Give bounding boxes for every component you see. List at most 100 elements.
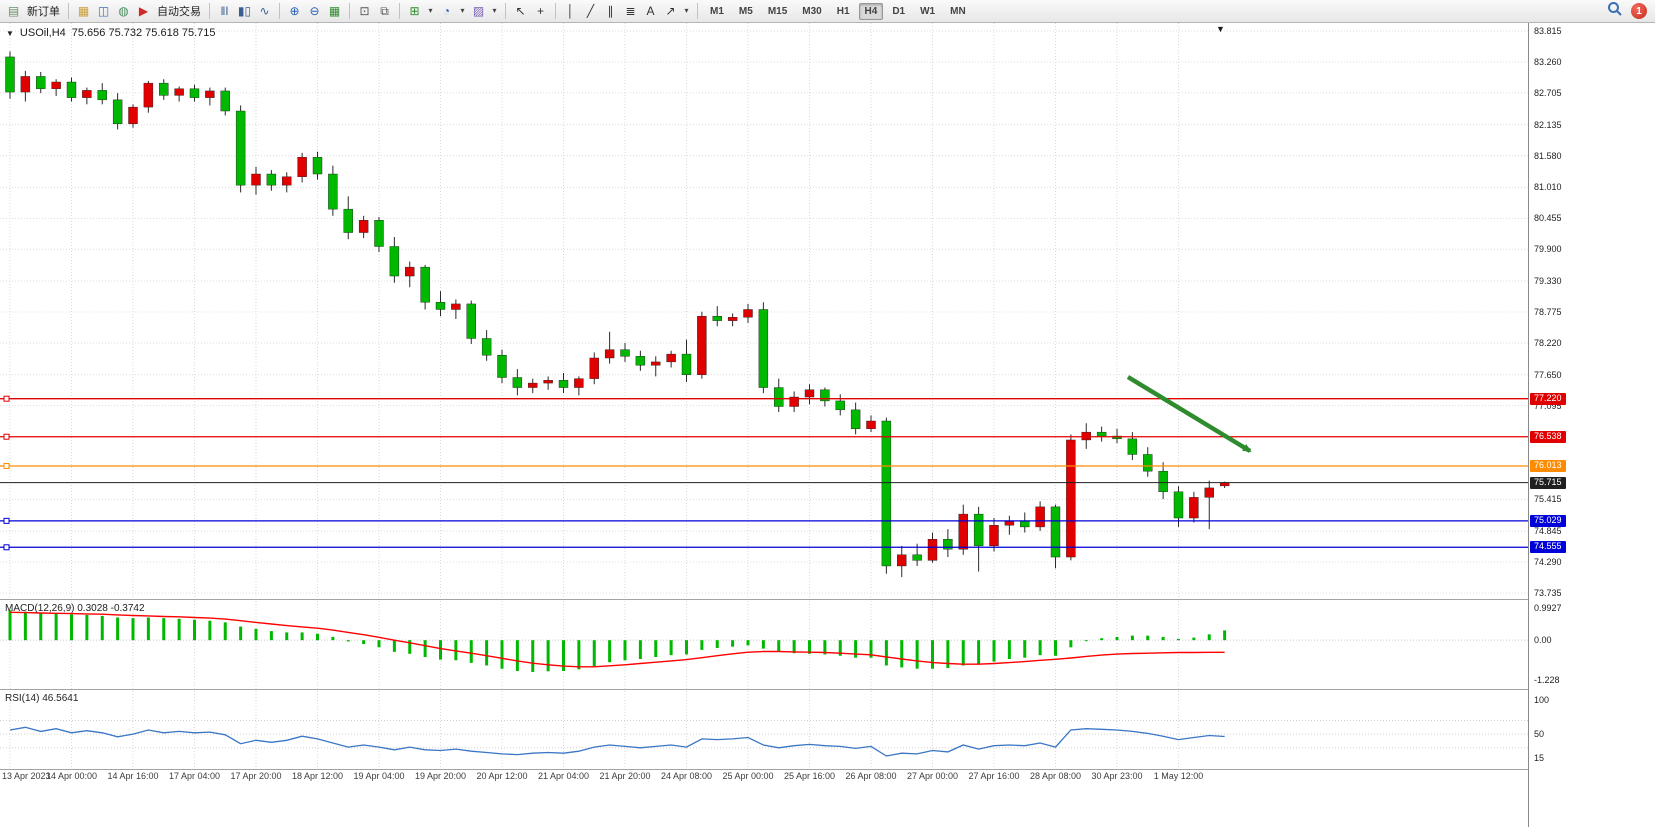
timeframe-H1[interactable]: H1 xyxy=(836,5,850,17)
timeframe-M5[interactable]: M5 xyxy=(738,5,753,17)
candle xyxy=(1158,470,1168,493)
tile-windows-icon[interactable]: ⊡ xyxy=(359,4,370,18)
vertical-line-icon[interactable]: │ xyxy=(566,4,575,18)
price-axis-label: 77.095 xyxy=(1534,400,1562,411)
search-icon[interactable] xyxy=(1607,1,1623,22)
pane-separator[interactable] xyxy=(0,689,1655,690)
macd-histogram-bar xyxy=(515,640,519,671)
price-axis[interactable]: 83.815 83.260 82.705 82.135 81.580 81.010 80.4… xyxy=(1528,23,1655,827)
macd-histogram-bar xyxy=(1146,635,1150,641)
main-chart-canvas[interactable] xyxy=(0,23,1528,599)
candle xyxy=(328,173,338,210)
candle xyxy=(1096,431,1107,437)
macd-histogram-bar xyxy=(1054,640,1057,656)
template-icon[interactable]: ▨ xyxy=(472,4,485,18)
candle xyxy=(1189,497,1199,519)
macd-histogram-bar xyxy=(1023,640,1027,658)
candle xyxy=(5,56,15,93)
pane-separator[interactable] xyxy=(0,769,1655,770)
new-chart-icon[interactable]: ▦ xyxy=(77,4,90,18)
macd-histogram-bar xyxy=(439,640,442,660)
chart-shift-marker[interactable]: ▼ xyxy=(1216,24,1225,34)
line-anchor[interactable] xyxy=(3,462,10,469)
candle xyxy=(235,110,246,186)
period-icon[interactable]: ◔ xyxy=(442,4,451,18)
bar-chart-icon[interactable]: ǁǀ xyxy=(220,4,229,18)
macd-histogram-bar xyxy=(669,640,673,656)
fibonacci-icon[interactable]: ≣ xyxy=(625,4,636,18)
timeframe-M30[interactable]: M30 xyxy=(802,5,822,17)
candle xyxy=(466,303,476,339)
macd-histogram-bar xyxy=(377,640,381,648)
line-anchor[interactable] xyxy=(3,433,10,440)
dropdown-caret[interactable]: ▾ xyxy=(428,6,433,15)
macd-axis-label: 0.00 xyxy=(1534,635,1552,646)
trend-arrow-annotation[interactable] xyxy=(1126,375,1252,453)
rsi-line xyxy=(9,726,1225,757)
candle xyxy=(220,90,230,112)
macd-histogram-bar xyxy=(654,640,658,658)
zoom-out-icon[interactable]: ⊖ xyxy=(309,4,320,18)
price-axis-label: 83.260 xyxy=(1534,56,1562,67)
line-anchor[interactable] xyxy=(3,395,10,402)
timeframe-MN[interactable]: MN xyxy=(950,5,966,17)
price-axis-label: 74.290 xyxy=(1534,557,1562,568)
macd-histogram-bar xyxy=(592,640,596,667)
toolbar-items: ▤ 新订单 ▦ ◫ ◍ ▶ 自动交易 ǁǀ ▮▯ ∿ ⊕ ⊖ ▦ ⊡ ⧉ ⊞ ▾ ◔ ▾ ▨ ▾ ↖ + │ ╱ ∥ ≣ A ↗ ▾ M1 M… xyxy=(4,2,1607,20)
candle xyxy=(1004,521,1015,526)
channel-icon[interactable]: ∥ xyxy=(607,4,614,18)
cursor-icon[interactable]: ↖ xyxy=(515,4,526,18)
price-line-label-75.715: 75.715 xyxy=(1530,476,1566,489)
macd-histogram-bar xyxy=(1223,630,1227,641)
timeframe-M1[interactable]: M1 xyxy=(710,5,724,17)
time-axis[interactable]: 13 Apr 2023 14 Apr 00:00 14 Apr 16:00 17 Ap… xyxy=(0,771,1528,785)
dropdown-caret[interactable]: ▾ xyxy=(460,6,465,15)
price-axis-label: 79.330 xyxy=(1534,276,1562,287)
candlestick-chart-icon[interactable]: ▮▯ xyxy=(237,4,252,18)
autotrading-icon[interactable]: ▶ xyxy=(138,4,149,18)
autotrading-button[interactable]: 自动交易 xyxy=(157,6,201,18)
line-anchor[interactable] xyxy=(3,544,10,551)
profiles-icon[interactable]: ◫ xyxy=(97,4,110,18)
toolbar-separator xyxy=(555,3,556,19)
zoom-in-icon[interactable]: ⊕ xyxy=(289,4,300,18)
data-window-icon[interactable]: ◍ xyxy=(118,4,129,18)
macd-histogram-bar xyxy=(1130,635,1134,641)
timeframe-W1[interactable]: W1 xyxy=(920,5,936,17)
macd-histogram-bar xyxy=(316,633,319,641)
line-chart-icon[interactable]: ∿ xyxy=(259,4,270,18)
candle xyxy=(481,338,492,356)
notification-badge[interactable]: 1 xyxy=(1631,3,1647,19)
macd-canvas[interactable] xyxy=(0,601,1528,689)
cascade-windows-icon[interactable]: ⧉ xyxy=(380,4,389,18)
candle xyxy=(51,81,61,89)
pane-separator[interactable] xyxy=(0,599,1655,600)
add-chart-icon[interactable]: ⊞ xyxy=(409,4,420,18)
new-order-button[interactable]: 新订单 xyxy=(27,6,60,18)
candle xyxy=(789,396,799,407)
candle xyxy=(1035,506,1045,528)
text-icon[interactable]: A xyxy=(646,4,655,18)
macd-axis-label: -1.228 xyxy=(1534,675,1560,685)
time-axis-label: 19 Apr 20:00 xyxy=(414,771,467,781)
new-order-icon[interactable]: ▤ xyxy=(7,4,20,18)
grid-icon[interactable]: ▦ xyxy=(328,4,341,18)
toolbar-separator xyxy=(697,3,698,19)
macd-histogram-bar xyxy=(977,640,981,665)
crosshair-icon[interactable]: + xyxy=(536,4,544,18)
line-anchor[interactable] xyxy=(3,517,10,524)
rsi-canvas[interactable] xyxy=(0,691,1528,769)
one-click-trading-caret[interactable]: ▼ xyxy=(6,28,14,38)
dropdown-caret[interactable]: ▾ xyxy=(684,6,689,15)
dropdown-caret[interactable]: ▾ xyxy=(492,6,497,15)
price-axis-label: 77.650 xyxy=(1534,369,1562,380)
candle xyxy=(774,387,784,407)
timeframe-M15[interactable]: M15 xyxy=(767,5,788,17)
timeframe-H4[interactable]: H4 xyxy=(858,2,884,20)
price-axis-label: 75.415 xyxy=(1534,494,1562,505)
arrows-icon[interactable]: ↗ xyxy=(665,4,676,18)
trendline-icon[interactable]: ╱ xyxy=(586,4,595,18)
macd-histogram-bar xyxy=(193,619,196,641)
timeframe-D1[interactable]: D1 xyxy=(892,5,906,17)
